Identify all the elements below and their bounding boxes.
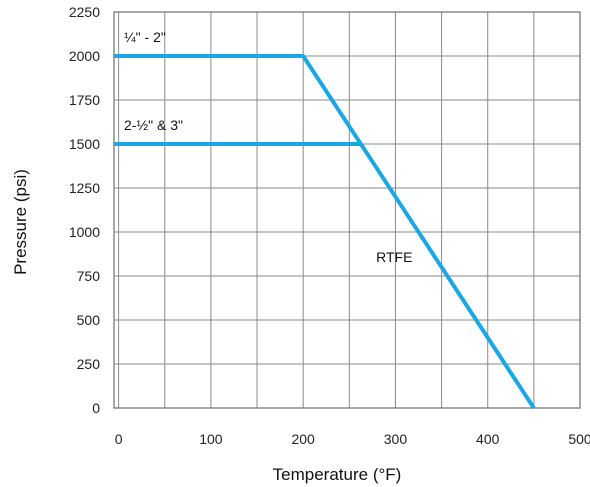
x-tick-label: 500: [568, 431, 590, 447]
series-line: [114, 54, 536, 410]
y-tick-label: 1250: [69, 180, 100, 196]
y-tick-label: 0: [92, 400, 100, 416]
x-tick-label: 200: [291, 431, 315, 447]
y-tick-label: 250: [77, 356, 101, 372]
x-tick-label: 400: [476, 431, 500, 447]
y-tick-label: 1500: [69, 136, 100, 152]
x-tick-label: 100: [199, 431, 223, 447]
y-tick-label: 1750: [69, 92, 100, 108]
x-tick-label: 0: [115, 431, 123, 447]
y-tick-label: 500: [77, 312, 101, 328]
chart-annotations: ¼" - 2" 2-½" & 3" RTFE: [124, 29, 412, 265]
region-label: RTFE: [376, 249, 412, 265]
x-axis-ticks: 0 100 200 300 400 500: [115, 431, 590, 447]
x-tick-label: 300: [384, 431, 408, 447]
plot-area-frame: [113, 11, 581, 409]
y-tick-label: 2000: [69, 48, 100, 64]
y-axis-ticks: 0 250 500 750 1000 1250 1500 1750 2000 2250: [69, 4, 100, 416]
chart-series-lines: [114, 54, 536, 410]
y-tick-label: 750: [77, 268, 101, 284]
chart-grid: [114, 11, 581, 409]
y-tick-label: 1000: [69, 224, 100, 240]
y-axis-title: Pressure (psi): [11, 169, 30, 275]
series-label: ¼" - 2": [124, 29, 166, 45]
y-tick-label: 2250: [69, 4, 100, 20]
x-axis-title: Temperature (°F): [273, 465, 402, 484]
series-label: 2-½" & 3": [124, 117, 183, 133]
